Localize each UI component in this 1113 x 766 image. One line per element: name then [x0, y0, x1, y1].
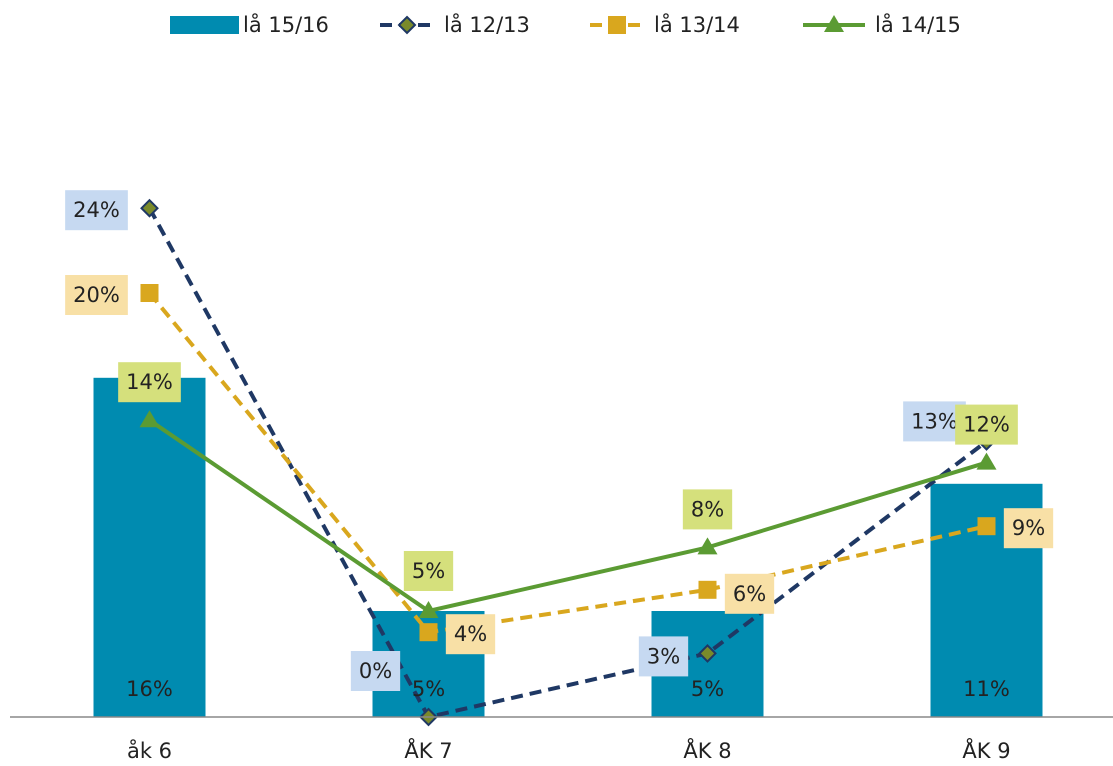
- x-tick-label: ÅK 9: [962, 737, 1010, 763]
- marker: [697, 537, 718, 555]
- marker: [140, 284, 159, 302]
- data-label: 4%: [454, 622, 487, 646]
- legend-label: lå 14/15: [875, 12, 961, 37]
- data-label-box: [403, 551, 454, 591]
- marker: [608, 16, 626, 34]
- data-label: 9%: [1012, 516, 1045, 540]
- data-label: 0%: [359, 659, 392, 683]
- data-label-box: [1003, 508, 1054, 549]
- legend-label: lå 13/14: [654, 12, 740, 37]
- marker: [977, 517, 996, 536]
- data-label: 16%: [126, 677, 173, 701]
- x-tick-label: ÅK 8: [683, 737, 731, 763]
- marker: [824, 15, 844, 32]
- marker: [976, 452, 997, 470]
- marker: [698, 580, 717, 599]
- x-tick-label: ÅK 7: [404, 737, 452, 763]
- data-label-box: [445, 614, 496, 655]
- data-label: 5%: [691, 677, 724, 701]
- data-label: 8%: [691, 497, 724, 521]
- legend-swatch: [170, 16, 239, 34]
- data-label-box: [118, 362, 181, 403]
- data-label: 11%: [963, 677, 1010, 701]
- data-label: 13%: [911, 409, 958, 433]
- data-label-box: [65, 190, 128, 231]
- marker: [140, 198, 159, 218]
- data-label: 12%: [963, 413, 1010, 437]
- marker: [139, 410, 160, 428]
- data-label: 14%: [126, 370, 173, 394]
- data-label-box: [350, 651, 401, 691]
- data-label: 5%: [412, 559, 445, 583]
- marker: [418, 601, 439, 618]
- bar: [93, 377, 206, 717]
- data-label: 20%: [73, 283, 120, 307]
- data-label-box: [638, 636, 689, 677]
- legend-label: lå 15/16: [243, 12, 329, 37]
- data-label: 3%: [647, 644, 680, 668]
- data-label: 6%: [733, 582, 766, 606]
- data-label-box: [682, 489, 733, 530]
- marker: [419, 623, 438, 642]
- legend-label: lå 12/13: [444, 12, 530, 37]
- line: [147, 291, 987, 635]
- data-label-box: [724, 573, 775, 614]
- data-label: 24%: [73, 198, 120, 222]
- line: [148, 418, 988, 614]
- marker: [698, 643, 717, 663]
- x-tick-label: åk 6: [127, 738, 172, 763]
- data-label-box: [955, 404, 1018, 445]
- marker: [397, 15, 417, 35]
- data-label: 5%: [412, 677, 445, 701]
- data-label-box: [65, 275, 128, 315]
- line: [147, 207, 988, 720]
